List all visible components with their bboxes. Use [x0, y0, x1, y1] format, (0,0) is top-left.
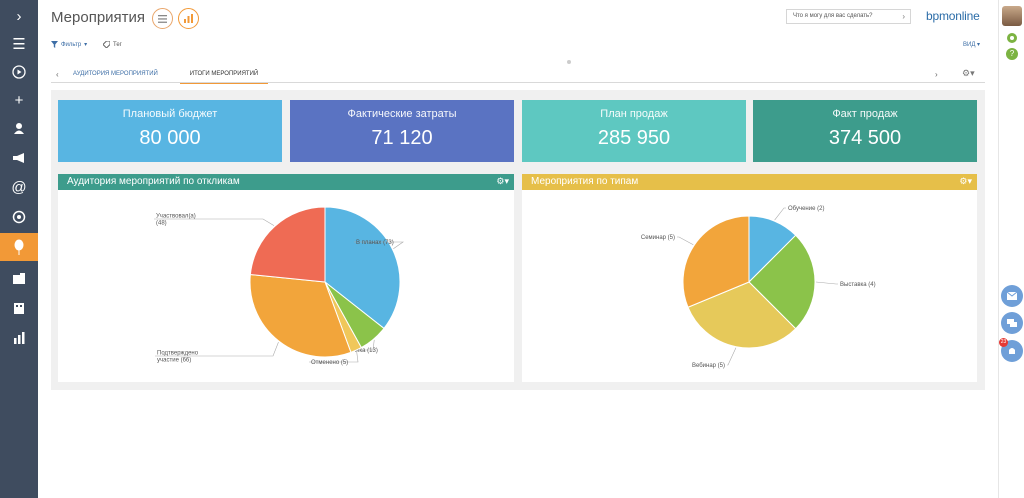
- label-leader-line: [154, 218, 275, 226]
- kpi-label: План продаж: [600, 108, 668, 120]
- kpi-value: 285 950: [597, 127, 671, 149]
- tabs-divider: [51, 82, 985, 83]
- separator-dot: [567, 60, 571, 64]
- label-leader-line: [677, 236, 694, 246]
- kpi-actual-sales: Факт продаж 374 500: [753, 100, 977, 162]
- add-icon[interactable]: +: [14, 91, 24, 109]
- slice-label: Обучение (2): [788, 206, 824, 212]
- pie-slice[interactable]: [687, 281, 797, 349]
- panel-header: Аудитория мероприятий по откликам ⚙▾: [58, 174, 514, 190]
- kpi-label: Фактические затраты: [347, 108, 457, 120]
- types-pie-chart: Обучение (2) Выставка (4) Вебинар (5) Семин…: [641, 206, 876, 369]
- pie-slice[interactable]: [682, 215, 750, 308]
- panel-title: Мероприятия по типам: [531, 176, 639, 187]
- pie-slice[interactable]: [249, 206, 326, 283]
- label-leader-line: [727, 347, 737, 366]
- accounts-building-icon[interactable]: [0, 264, 38, 292]
- slice-label: Отменено (5): [311, 360, 348, 366]
- events-balloon-icon[interactable]: [0, 233, 38, 261]
- tabs-next-arrow[interactable]: ›: [935, 70, 938, 79]
- left-navigation: › ☰ + @: [0, 0, 38, 498]
- help-prompt: Что я могу для вас сделать?: [793, 13, 873, 19]
- audience-pie-chart: В планах (73)Нет отклика (13)Отменено (5…: [154, 206, 404, 366]
- chart-panel-audience: Аудитория мероприятий по откликам ⚙▾ В п…: [58, 174, 514, 382]
- tabs-prev-arrow[interactable]: ‹: [56, 70, 59, 79]
- contacts-icon[interactable]: [0, 114, 38, 142]
- slice-label: Вебинар (5): [692, 363, 725, 369]
- list-icon: [158, 14, 167, 23]
- hamburger-menu-icon[interactable]: ☰: [12, 36, 26, 53]
- pie-slice[interactable]: [249, 273, 352, 358]
- target-icon[interactable]: [0, 203, 38, 231]
- chat-icon[interactable]: [1001, 312, 1023, 334]
- analytics-bar-icon[interactable]: [0, 324, 38, 352]
- label-leader-line: [774, 207, 786, 221]
- filter-funnel-icon: [51, 41, 58, 48]
- label-leader-line: [309, 351, 359, 363]
- slice-label: Выставка (4): [840, 282, 876, 288]
- help-icon[interactable]: ?: [1001, 43, 1023, 65]
- pie-slice[interactable]: [324, 206, 401, 330]
- user-avatar[interactable]: [1002, 6, 1022, 26]
- kpi-value: 71 120: [371, 127, 433, 149]
- filter-button[interactable]: Фильтр ▾: [51, 41, 87, 48]
- caret-down-icon: ▾: [84, 42, 88, 48]
- view-menu-button[interactable]: ВИД ▾: [963, 42, 981, 48]
- label-leader-line: [815, 281, 838, 285]
- tag-icon: [103, 41, 110, 48]
- settings-gear-icon[interactable]: [1001, 27, 1023, 49]
- tab-results[interactable]: ИТОГИ МЕРОПРИЯТИЙ: [180, 71, 268, 84]
- chart-panel-types: Мероприятия по типам ⚙▾ Обучение (2) Выст…: [522, 174, 977, 382]
- kpi-label: Плановый бюджет: [122, 108, 218, 120]
- kpi-value: 80 000: [139, 127, 201, 149]
- slice-label: Участвовал(а): [156, 214, 196, 220]
- right-panel: ? 23: [998, 0, 1024, 498]
- tab-audience[interactable]: АУДИТОРИЯ МЕРОПРИЯТИЙ: [73, 71, 158, 77]
- bar-chart-icon: [184, 14, 193, 23]
- campaign-megaphone-icon[interactable]: [0, 144, 38, 172]
- tag-label: Тег: [113, 41, 122, 48]
- slice-label: (48): [156, 221, 167, 227]
- label-leader-line: [354, 241, 404, 250]
- tab-settings-gear-icon[interactable]: ⚙▾: [962, 68, 975, 78]
- slice-label: Семинар (5): [641, 235, 675, 241]
- panel-settings-gear-icon[interactable]: ⚙▾: [959, 176, 972, 186]
- slice-label: В планах (73): [356, 240, 394, 246]
- process-play-icon[interactable]: [0, 58, 38, 86]
- tag-button[interactable]: Тег: [103, 41, 122, 48]
- kpi-label: Факт продаж: [832, 108, 898, 120]
- list-view-button[interactable]: [152, 8, 173, 29]
- analytics-view-button[interactable]: [178, 8, 199, 29]
- view-label: ВИД: [963, 42, 976, 48]
- documents-icon[interactable]: [0, 294, 38, 322]
- kpi-value: 374 500: [828, 127, 902, 149]
- panel-header: Мероприятия по типам ⚙▾: [522, 174, 977, 190]
- page-title: Мероприятия: [51, 9, 146, 26]
- help-search-box[interactable]: Что я могу для вас сделать? ›: [786, 9, 911, 24]
- logo: bpmonline: [926, 9, 980, 23]
- kpi-actual-costs: Фактические затраты 71 120: [290, 100, 514, 162]
- chevron-right-icon: ›: [902, 12, 905, 21]
- notification-count-badge: 23: [999, 338, 1008, 347]
- email-at-icon[interactable]: @: [11, 178, 27, 196]
- kpi-sales-plan: План продаж 285 950: [522, 100, 746, 162]
- filter-label: Фильтр: [61, 41, 82, 48]
- pie-slice[interactable]: [748, 234, 816, 330]
- slice-label: Подтверждено: [157, 351, 199, 357]
- panel-settings-gear-icon[interactable]: ⚙▾: [496, 176, 509, 186]
- panel-title: Аудитория мероприятий по откликам: [67, 176, 240, 187]
- label-leader-line: [155, 341, 279, 357]
- expand-menu-icon[interactable]: ›: [16, 7, 22, 25]
- email-icon[interactable]: [1001, 285, 1023, 307]
- slice-label: участие (66): [157, 358, 191, 364]
- kpi-planned-budget: Плановый бюджет 80 000: [58, 100, 282, 162]
